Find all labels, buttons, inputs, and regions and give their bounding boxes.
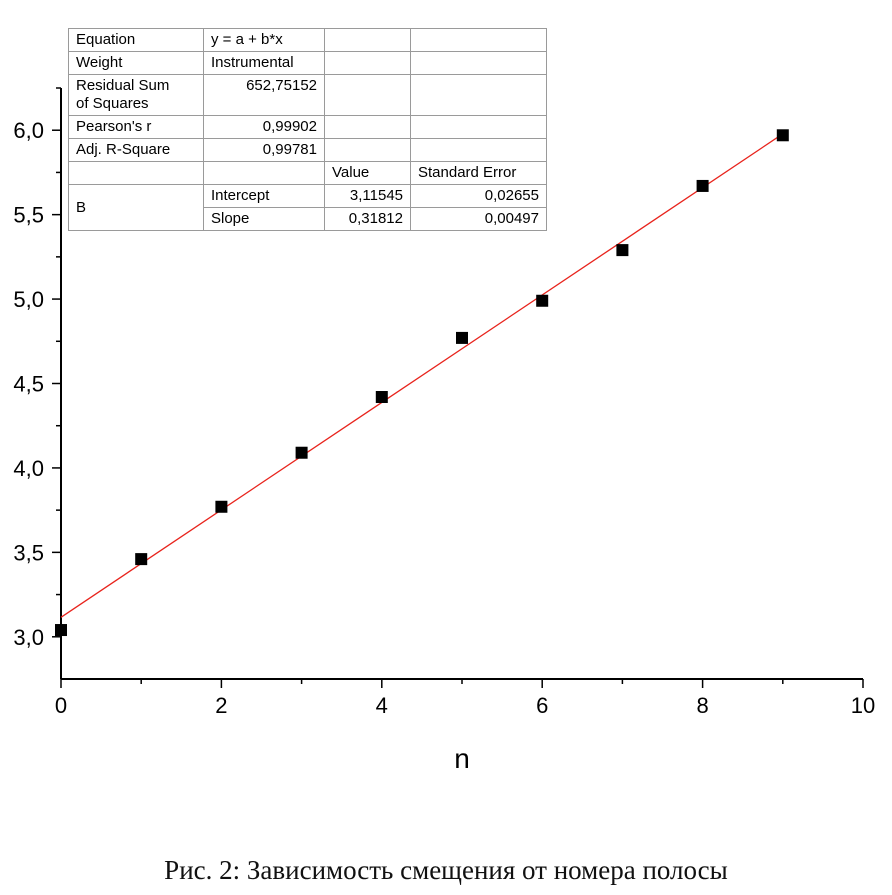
data-points-layer bbox=[55, 129, 789, 637]
data-point bbox=[536, 294, 549, 307]
y-tick-label: 3,0 bbox=[13, 625, 44, 650]
standard-error-header: Standard Error bbox=[410, 161, 547, 185]
empty-cell bbox=[410, 74, 547, 116]
x-tick-label: 6 bbox=[536, 693, 548, 718]
empty-cell bbox=[324, 138, 411, 162]
equation-value: y = a + b*x bbox=[203, 28, 325, 52]
y-tick-label: 5,0 bbox=[13, 287, 44, 312]
slope-value: 0,31812 bbox=[324, 207, 411, 231]
data-point bbox=[215, 500, 228, 513]
y-tick-label: 3,5 bbox=[13, 540, 44, 565]
empty-cell bbox=[324, 28, 411, 52]
intercept-error: 0,02655 bbox=[410, 184, 547, 208]
data-point bbox=[55, 624, 67, 637]
rss-label-line-1: Residual Sum bbox=[76, 77, 170, 94]
x-tick-label: 0 bbox=[55, 693, 67, 718]
fit-results-table: Equation y = a + b*x Weight Instrumental… bbox=[68, 28, 547, 231]
tick-labels-layer: 0 2 4 6 8 10 3,0 3,5 4,0 4,5 5,0 5,5 6,0 bbox=[13, 118, 875, 718]
data-point bbox=[375, 391, 388, 404]
data-point bbox=[616, 244, 629, 257]
y-tick-label: 4,5 bbox=[13, 372, 44, 397]
empty-cell bbox=[68, 161, 204, 185]
x-axis-label: n bbox=[454, 743, 470, 774]
fit-line bbox=[60, 133, 784, 618]
empty-cell bbox=[203, 161, 325, 185]
data-point bbox=[456, 331, 468, 344]
empty-cell bbox=[324, 115, 411, 139]
rss-label-line-2: of Squares bbox=[76, 95, 149, 112]
data-point bbox=[295, 446, 308, 459]
x-tick-label: 4 bbox=[376, 693, 388, 718]
rss-value: 652,75152 bbox=[203, 74, 325, 116]
slope-error: 0,00497 bbox=[410, 207, 547, 231]
rss-label: Residual Sum of Squares bbox=[68, 74, 204, 116]
x-tick-label: 10 bbox=[851, 693, 875, 718]
data-point bbox=[776, 129, 789, 142]
adj-r-square-value: 0,99781 bbox=[203, 138, 325, 162]
empty-cell bbox=[324, 74, 411, 116]
y-tick-label: 4,0 bbox=[13, 456, 44, 481]
slope-label: Slope bbox=[203, 207, 325, 231]
figure-caption: Рис. 2: Зависимость смещения от номера п… bbox=[164, 855, 728, 885]
adj-r-square-label: Adj. R-Square bbox=[68, 138, 204, 162]
y-tick-label: 5,5 bbox=[13, 203, 44, 228]
empty-cell bbox=[410, 51, 547, 75]
empty-cell bbox=[324, 51, 411, 75]
data-point bbox=[696, 179, 709, 192]
empty-cell bbox=[410, 115, 547, 139]
x-tick-label: 2 bbox=[215, 693, 227, 718]
pearson-value: 0,99902 bbox=[203, 115, 325, 139]
empty-cell bbox=[410, 28, 547, 52]
intercept-value: 3,11545 bbox=[324, 184, 411, 208]
group-label-b: B bbox=[68, 184, 204, 231]
equation-label: Equation bbox=[68, 28, 204, 52]
weight-label: Weight bbox=[68, 51, 204, 75]
y-tick-label: 6,0 bbox=[13, 118, 44, 143]
data-point bbox=[135, 553, 148, 566]
empty-cell bbox=[410, 138, 547, 162]
x-tick-label: 8 bbox=[696, 693, 708, 718]
fit-line-layer bbox=[60, 133, 784, 618]
pearson-label: Pearson's r bbox=[68, 115, 204, 139]
axes bbox=[52, 87, 864, 688]
intercept-label: Intercept bbox=[203, 184, 325, 208]
value-header: Value bbox=[324, 161, 411, 185]
weight-value: Instrumental bbox=[203, 51, 325, 75]
